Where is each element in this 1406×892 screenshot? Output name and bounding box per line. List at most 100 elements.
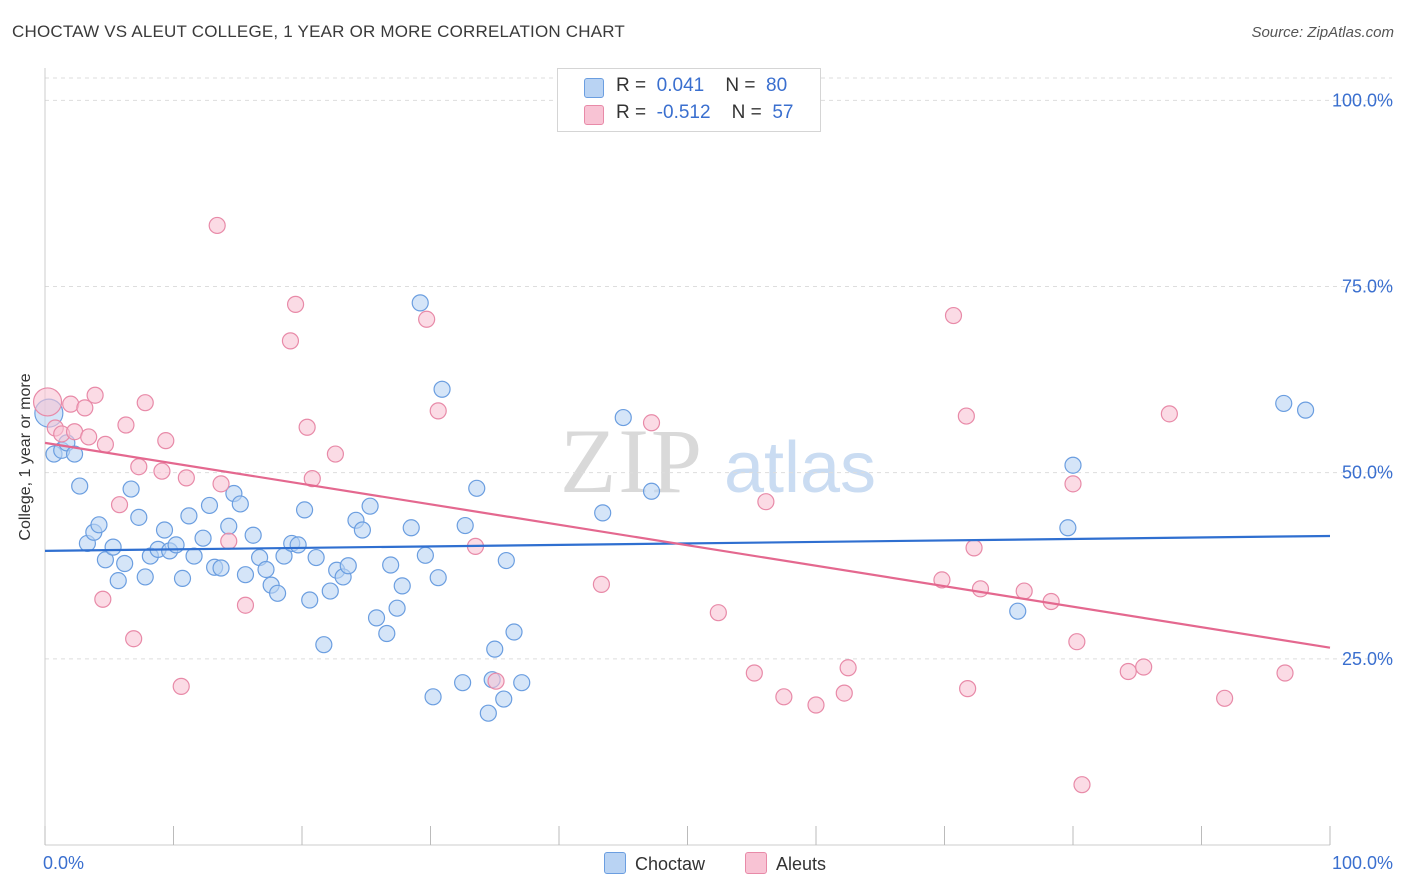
choctaw-point bbox=[495, 690, 513, 708]
aleuts-point bbox=[326, 445, 345, 463]
aleuts-point bbox=[212, 475, 230, 493]
aleuts-point bbox=[418, 310, 436, 328]
choctaw-r-label: R = bbox=[616, 75, 647, 96]
choctaw-point bbox=[1009, 602, 1027, 620]
choctaw-point bbox=[122, 480, 140, 498]
choctaw-point bbox=[353, 521, 371, 539]
choctaw-point bbox=[468, 479, 486, 497]
choctaw-point bbox=[424, 688, 442, 706]
choctaw-point bbox=[155, 521, 174, 539]
choctaw-point bbox=[136, 568, 154, 586]
choctaw-point bbox=[429, 569, 447, 587]
choctaw-point bbox=[382, 556, 400, 574]
aleuts-point bbox=[775, 688, 793, 706]
aleuts-legend-label: Aleuts bbox=[776, 854, 827, 874]
choctaw-point bbox=[594, 504, 612, 522]
choctaw-point bbox=[96, 551, 114, 569]
choctaw-point bbox=[212, 559, 230, 577]
choctaw-point bbox=[268, 584, 287, 602]
choctaw-point bbox=[116, 554, 134, 573]
aleuts-point bbox=[971, 580, 990, 598]
aleuts-point bbox=[96, 435, 114, 453]
aleuts-point bbox=[157, 432, 175, 450]
choctaw-swatch bbox=[584, 78, 604, 98]
aleuts-n-label: N = bbox=[731, 102, 762, 123]
choctaw-point bbox=[416, 546, 434, 564]
aleuts-point bbox=[298, 418, 316, 436]
choctaw-point bbox=[1275, 394, 1293, 413]
choctaw-point bbox=[257, 560, 275, 579]
choctaw-point bbox=[454, 674, 472, 692]
aleuts-point bbox=[1015, 582, 1033, 600]
aleuts-point bbox=[62, 395, 80, 413]
legend-item-choctaw[interactable]: Choctaw bbox=[604, 852, 705, 878]
choctaw-point bbox=[402, 519, 420, 537]
aleuts-trend-line bbox=[44, 441, 1331, 649]
aleuts-point bbox=[757, 493, 775, 511]
choctaw-point bbox=[393, 577, 411, 595]
choctaw-trend-line bbox=[44, 534, 1331, 552]
choctaw-point bbox=[505, 623, 523, 641]
choctaw-n-label: N = bbox=[725, 75, 756, 96]
aleuts-point bbox=[94, 590, 112, 608]
aleuts-point bbox=[236, 596, 255, 614]
choctaw-point bbox=[411, 294, 429, 312]
aleuts-point bbox=[80, 428, 98, 446]
aleuts-point bbox=[933, 571, 951, 589]
choctaw-point bbox=[497, 551, 515, 570]
choctaw-point bbox=[220, 517, 238, 535]
choctaw-point bbox=[104, 538, 122, 556]
source-label: Source: ZipAtlas.com bbox=[1251, 24, 1394, 41]
aleuts-point bbox=[1276, 664, 1294, 682]
choctaw-point bbox=[301, 591, 319, 609]
y-tick-label: 75.0% bbox=[1342, 277, 1393, 297]
choctaw-point bbox=[173, 569, 192, 588]
aleuts-point bbox=[136, 394, 154, 412]
aleuts-point bbox=[944, 306, 963, 325]
aleuts-point bbox=[1073, 776, 1091, 794]
legend-item-aleuts[interactable]: Aleuts bbox=[745, 852, 826, 878]
choctaw-n-value: 80 bbox=[766, 75, 788, 96]
choctaw-point bbox=[367, 609, 386, 627]
choctaw-point bbox=[109, 572, 127, 590]
choctaw-point bbox=[1059, 519, 1077, 537]
choctaw-point bbox=[513, 674, 531, 692]
aleuts-point bbox=[429, 402, 447, 420]
choctaw-point bbox=[456, 516, 474, 535]
choctaw-point bbox=[194, 529, 212, 547]
choctaw-legend-swatch bbox=[604, 852, 626, 874]
y-tick-label: 100.0% bbox=[1332, 90, 1393, 110]
aleuts-point bbox=[86, 386, 104, 404]
aleuts-point bbox=[642, 414, 661, 432]
aleuts-point bbox=[1119, 662, 1137, 681]
choctaw-point bbox=[378, 624, 396, 643]
choctaw-legend-label: Choctaw bbox=[635, 854, 706, 874]
choctaw-point bbox=[200, 496, 219, 515]
choctaw-point bbox=[65, 445, 84, 463]
aleuts-point bbox=[110, 496, 129, 514]
choctaw-point bbox=[130, 508, 148, 526]
aleuts-point bbox=[208, 216, 226, 235]
choctaw-point bbox=[614, 408, 632, 427]
choctaw-point bbox=[315, 636, 333, 654]
choctaw-point bbox=[388, 599, 406, 617]
choctaw-point bbox=[433, 380, 451, 398]
aleuts-point bbox=[709, 604, 727, 622]
choctaw-point bbox=[321, 582, 339, 600]
watermark-zip: ZIP bbox=[560, 410, 704, 512]
choctaw-point bbox=[180, 507, 198, 525]
aleuts-point bbox=[745, 664, 763, 682]
aleuts-point bbox=[281, 332, 300, 350]
aleuts-point bbox=[1160, 405, 1178, 423]
aleuts-n-value: 57 bbox=[772, 102, 794, 123]
aleuts-point bbox=[286, 295, 305, 313]
aleuts-point bbox=[117, 416, 135, 434]
aleuts-point bbox=[177, 469, 195, 487]
aleuts-point bbox=[959, 680, 977, 698]
x-tick-label-min: 0.0% bbox=[43, 853, 84, 873]
choctaw-point bbox=[185, 547, 203, 565]
aleuts-point bbox=[130, 458, 148, 476]
aleuts-point bbox=[153, 462, 171, 480]
y-tick-label: 50.0% bbox=[1342, 463, 1393, 483]
